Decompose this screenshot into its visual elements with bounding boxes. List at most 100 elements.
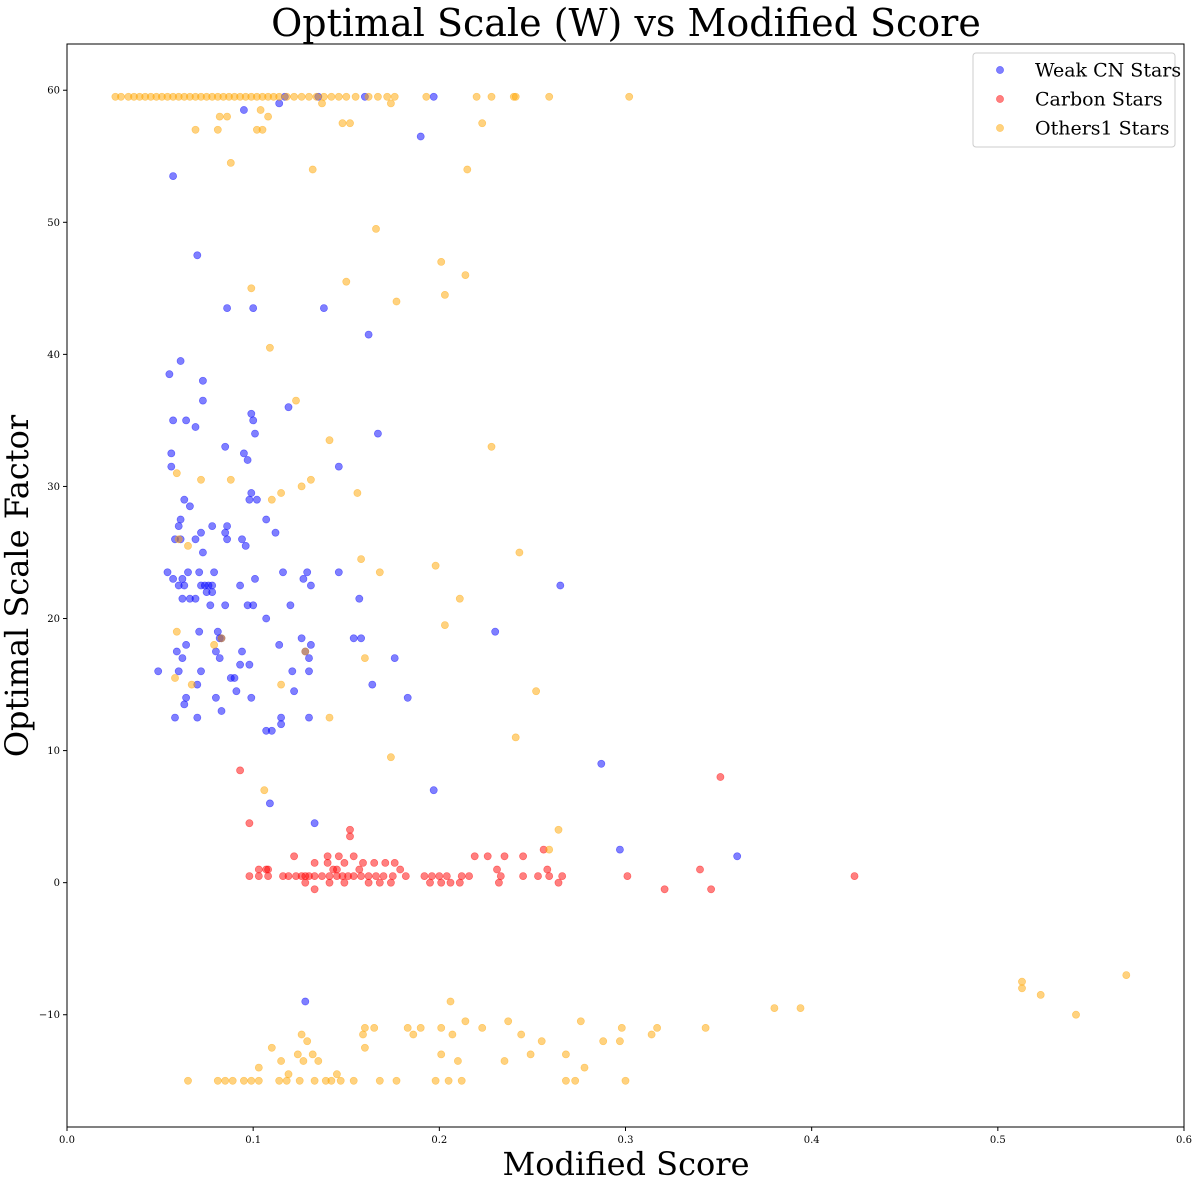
- data-point: [251, 429, 259, 438]
- data-point: [444, 1076, 453, 1085]
- data-point: [217, 634, 226, 643]
- data-point: [247, 489, 256, 497]
- data-point: [154, 667, 163, 676]
- data-point: [193, 251, 202, 260]
- data-point: [256, 106, 265, 114]
- data-point: [625, 92, 634, 101]
- data-point: [392, 1076, 401, 1085]
- data-point: [267, 1043, 276, 1052]
- data-point: [403, 1024, 412, 1032]
- points-layer: [111, 92, 1131, 1085]
- data-point: [496, 872, 505, 880]
- data-point: [342, 277, 351, 286]
- data-point: [221, 601, 230, 610]
- data-point: [238, 647, 246, 656]
- data-point: [519, 872, 527, 880]
- data-point: [319, 92, 328, 101]
- data-point: [401, 872, 410, 880]
- data-point: [325, 713, 334, 722]
- data-point: [491, 627, 500, 636]
- data-point: [571, 1076, 580, 1085]
- data-point: [303, 568, 312, 577]
- data-point: [217, 707, 226, 715]
- data-point: [232, 687, 241, 696]
- data-point: [515, 548, 524, 557]
- data-point: [562, 1050, 570, 1059]
- data-point: [368, 680, 377, 689]
- data-point: [314, 1057, 323, 1065]
- data-point: [172, 627, 181, 636]
- data-point: [437, 1050, 446, 1059]
- data-point: [1122, 971, 1131, 979]
- data-point: [340, 878, 349, 887]
- data-point: [360, 1043, 369, 1052]
- data-point: [305, 92, 313, 101]
- data-point: [245, 819, 254, 828]
- data-point: [532, 687, 540, 696]
- data-point: [208, 581, 217, 590]
- legend: Weak CN Stars Carbon Stars Others1 Stars: [972, 52, 1181, 148]
- data-point: [267, 495, 276, 504]
- data-point: [526, 1050, 535, 1059]
- data-point: [429, 92, 438, 101]
- data-point: [319, 304, 328, 312]
- data-point: [226, 475, 235, 484]
- data-point: [310, 885, 319, 894]
- data-point: [621, 1076, 630, 1085]
- data-point: [293, 1050, 302, 1059]
- data-point: [187, 680, 196, 689]
- data-point: [332, 865, 341, 874]
- data-point: [306, 475, 315, 484]
- data-point: [359, 1030, 367, 1039]
- data-point: [299, 575, 308, 583]
- data-point: [265, 343, 274, 352]
- data-point: [558, 872, 567, 880]
- data-point: [392, 297, 401, 306]
- data-point: [511, 733, 520, 742]
- data-point: [230, 674, 239, 682]
- legend-entry-label: Others1 Stars: [1035, 118, 1169, 140]
- data-point: [334, 852, 343, 861]
- data-point: [292, 396, 300, 405]
- data-point: [277, 1057, 285, 1065]
- data-point: [282, 1076, 291, 1085]
- data-point: [850, 872, 859, 880]
- data-point: [334, 568, 343, 577]
- data-point: [457, 1076, 466, 1085]
- data-point: [1018, 977, 1026, 986]
- data-point: [221, 442, 230, 451]
- data-point: [167, 449, 176, 458]
- data-point: [599, 1037, 608, 1046]
- data-point: [171, 674, 179, 682]
- data-point: [355, 865, 364, 874]
- data-point: [297, 482, 306, 491]
- data-point: [461, 1017, 470, 1026]
- data-point: [290, 687, 298, 696]
- data-point: [228, 1076, 237, 1085]
- data-point: [370, 1024, 379, 1032]
- data-point: [360, 654, 369, 662]
- data-point: [213, 1076, 222, 1085]
- data-point: [379, 872, 388, 880]
- data-point: [472, 92, 481, 101]
- data-point: [182, 693, 190, 702]
- data-point: [254, 1076, 263, 1085]
- x-tick-label: 0.2: [431, 1135, 447, 1146]
- y-tick-label: 40: [47, 350, 60, 361]
- data-point: [191, 594, 200, 603]
- data-point: [342, 92, 351, 101]
- y-axis-label: Optimal Scale Factor: [0, 414, 36, 757]
- data-point: [493, 865, 501, 874]
- data-point: [182, 416, 190, 425]
- data-point: [265, 799, 274, 808]
- data-point: [386, 99, 395, 108]
- data-point: [260, 786, 269, 795]
- data-point: [543, 865, 552, 874]
- data-point: [117, 92, 125, 101]
- data-point: [191, 125, 200, 134]
- data-point: [416, 132, 425, 141]
- data-point: [396, 865, 405, 874]
- data-point: [236, 660, 244, 669]
- data-point: [660, 885, 669, 894]
